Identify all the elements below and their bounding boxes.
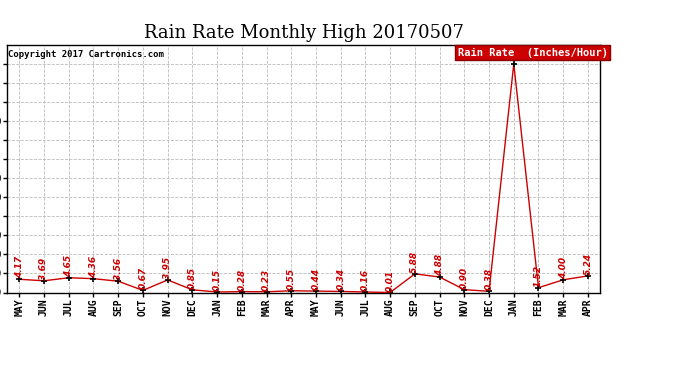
Text: 0.90: 0.90 xyxy=(460,267,469,289)
Text: 0.34: 0.34 xyxy=(336,268,345,291)
Text: 1.52: 1.52 xyxy=(534,265,543,287)
Text: 0.28: 0.28 xyxy=(237,268,246,291)
Text: 4.88: 4.88 xyxy=(435,254,444,276)
Text: Rain Rate  (Inches/Hour): Rain Rate (Inches/Hour) xyxy=(458,48,608,57)
Text: 0.38: 0.38 xyxy=(484,268,493,290)
Text: Copyright 2017 Cartronics.com: Copyright 2017 Cartronics.com xyxy=(8,50,164,59)
Text: 4.36: 4.36 xyxy=(89,256,98,278)
Text: 0.15: 0.15 xyxy=(213,269,221,291)
Text: 0.16: 0.16 xyxy=(361,269,370,291)
Text: 4.17: 4.17 xyxy=(14,256,23,278)
Text: 4.65: 4.65 xyxy=(64,255,73,277)
Text: 3.95: 3.95 xyxy=(163,257,172,279)
Text: 0.44: 0.44 xyxy=(311,268,320,290)
Text: 0.01: 0.01 xyxy=(386,269,395,291)
Text: 3.56: 3.56 xyxy=(114,258,123,280)
Text: 0.67: 0.67 xyxy=(139,267,148,290)
Title: Rain Rate Monthly High 20170507: Rain Rate Monthly High 20170507 xyxy=(144,24,464,42)
Text: 4.00: 4.00 xyxy=(559,257,568,279)
Text: 0.85: 0.85 xyxy=(188,267,197,289)
Text: 5.88: 5.88 xyxy=(411,251,420,273)
Text: 0.55: 0.55 xyxy=(287,268,296,290)
Text: 5.24: 5.24 xyxy=(584,253,593,275)
Text: 0.23: 0.23 xyxy=(262,269,271,291)
Text: 3.69: 3.69 xyxy=(39,258,48,280)
